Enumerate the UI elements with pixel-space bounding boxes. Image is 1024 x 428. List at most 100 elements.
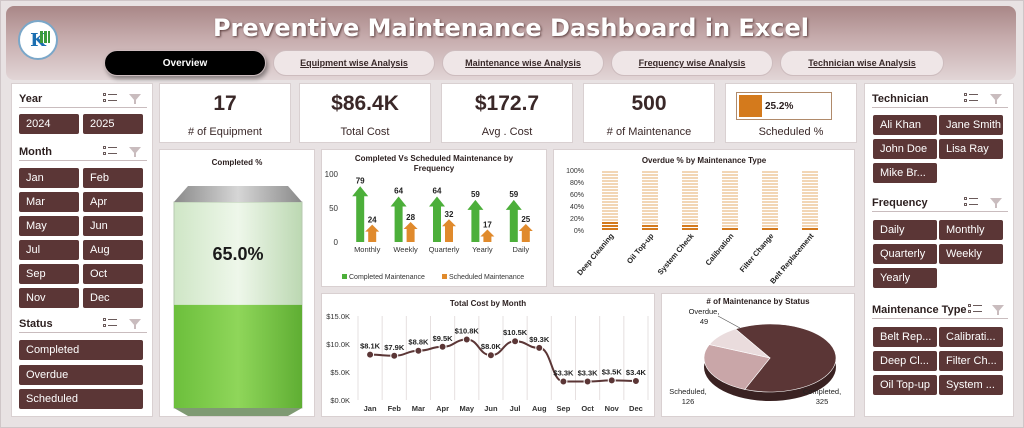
slicer-maintenance-type-item[interactable]: Calibrati... [939,327,1003,347]
completed-bar [505,199,522,242]
legend-label: Scheduled Maintenance [449,274,524,281]
slicer-technician-item[interactable]: Mike Br... [873,163,937,183]
multi-select-icon[interactable] [964,93,978,105]
slicer-month-sep[interactable]: Sep [19,264,79,284]
slicer-month-aug[interactable]: Aug [83,240,143,260]
clear-filter-icon[interactable] [129,318,141,330]
multi-select-icon[interactable] [103,93,117,105]
cylinder-stripe [682,213,698,215]
cylinder-stripe [802,177,818,179]
x-tick-label: Daily [512,245,529,254]
completed-bar [429,196,445,242]
tab-equipment-analysis[interactable]: Equipment wise Analysis [273,50,435,76]
cylinder-stripe [762,189,778,191]
gauge-cap-bottom [174,408,302,416]
status-pie-svg: Completed,325 Scheduled,126 Overdue,49 [669,307,841,406]
cylinder-stripe [762,201,778,203]
clear-filter-icon[interactable] [129,146,141,158]
slicer-month-jul[interactable]: Jul [19,240,79,260]
cost-point [438,342,447,351]
x-tick-label: May [459,404,474,413]
pie-slice [734,323,837,393]
cost-point [559,377,568,386]
overdue-stripe [602,222,618,224]
y-tick-label: 20% [570,216,584,223]
cost-point [366,350,375,359]
slicer-maintenance-type-item[interactable]: Oil Top-up [873,375,937,395]
cylinder-stripe [602,198,618,200]
kpi-value: $86.4K [331,92,399,115]
cylinder-stripe [602,216,618,218]
chart-title: Completed % [211,158,263,167]
slicer-maintenance-type-item[interactable]: System ... [939,375,1003,395]
slicer-month-may[interactable]: May [19,216,79,236]
cylinder-stripe [762,177,778,179]
completed-vs-scheduled-chart: Completed Vs Scheduled Maintenance by Fr… [321,149,547,287]
slicer-month-jan[interactable]: Jan [19,168,79,188]
data-label: $8.1K [360,342,381,351]
slicer-frequency-item[interactable]: Monthly [939,220,1003,240]
clear-filter-icon[interactable] [990,197,1002,209]
gauge-fill [174,304,302,408]
slicer-frequency-item[interactable]: Yearly [873,268,937,288]
slicer-technician-item[interactable]: Ali Khan [873,115,937,135]
cylinder-stripe [802,219,818,221]
slicer-month-oct[interactable]: Oct [83,264,143,284]
scheduled-bar [518,224,533,242]
slicer-frequency-item[interactable]: Weekly [939,244,1003,264]
slicer-month-dec[interactable]: Dec [83,288,143,308]
slicer-month-jun[interactable]: Jun [83,216,143,236]
slicer-technician-item[interactable]: Jane Smith [939,115,1003,135]
cylinder-stripe [682,180,698,182]
legend-label: Completed Maintenance [349,274,425,281]
slicer-year-2025[interactable]: 2025 [83,114,143,134]
cylinder-stripe [762,204,778,206]
slicer-status-completed[interactable]: Completed [19,340,143,360]
cylinder-stripe [802,183,818,185]
slicer-month-apr[interactable]: Apr [83,192,143,212]
cylinder-stripe [722,183,738,185]
clear-filter-icon[interactable] [992,304,1004,316]
slicer-maintenance-type-item[interactable]: Deep Cl... [873,351,937,371]
data-label: $3.3K [578,369,599,378]
scheduled-bar [403,221,418,242]
tab-maintenance-analysis[interactable]: Maintenance wise Analysis [442,50,604,76]
kpi-maintenance-count: 500 # of Maintenance [583,83,715,143]
slicer-maintenance-type-item[interactable]: Filter Ch... [939,351,1003,371]
slicer-month-feb[interactable]: Feb [83,168,143,188]
slicer-technician-item[interactable]: Lisa Ray [939,139,1003,159]
slicer-month-nov[interactable]: Nov [19,288,79,308]
cylinder-stripe [682,177,698,179]
slicer-frequency-item[interactable]: Daily [873,220,937,240]
multi-select-icon[interactable] [964,197,978,209]
data-label: 79 [356,176,365,185]
cylinder-stripe [722,225,738,227]
cylinder-stripe [682,216,698,218]
multi-select-icon[interactable] [103,318,117,330]
completed-bar [390,196,407,242]
x-tick-label: Oil Top-up [625,231,656,265]
multi-select-icon[interactable] [103,146,117,158]
logo: K [18,20,58,60]
clear-filter-icon[interactable] [990,93,1002,105]
cylinder-stripe [802,198,818,200]
kpi-label: Scheduled % [758,126,824,138]
slicer-frequency-item[interactable]: Quarterly [873,244,937,264]
slicer-status-scheduled[interactable]: Scheduled [19,389,143,409]
scheduled-progress-bar: 25.2% [736,92,832,120]
multi-select-icon[interactable] [968,304,982,316]
tab-frequency-analysis[interactable]: Frequency wise Analysis [611,50,773,76]
tab-technician-analysis[interactable]: Technician wise Analysis [780,50,944,76]
slicer-technician-item[interactable]: John Doe [873,139,937,159]
slicer-year-2024[interactable]: 2024 [19,114,79,134]
tab-overview[interactable]: Overview [104,50,266,76]
clear-filter-icon[interactable] [129,93,141,105]
chart-title: # of Maintenance by Status [706,297,810,306]
overdue-stripe [682,225,698,227]
cylinder-stripe [682,201,698,203]
cylinder-stripe [762,171,778,173]
slicer-month-mar[interactable]: Mar [19,192,79,212]
cylinder-stripe [642,174,658,176]
slicer-maintenance-type-item[interactable]: Belt Rep... [873,327,937,347]
slicer-status-overdue[interactable]: Overdue [19,365,143,385]
